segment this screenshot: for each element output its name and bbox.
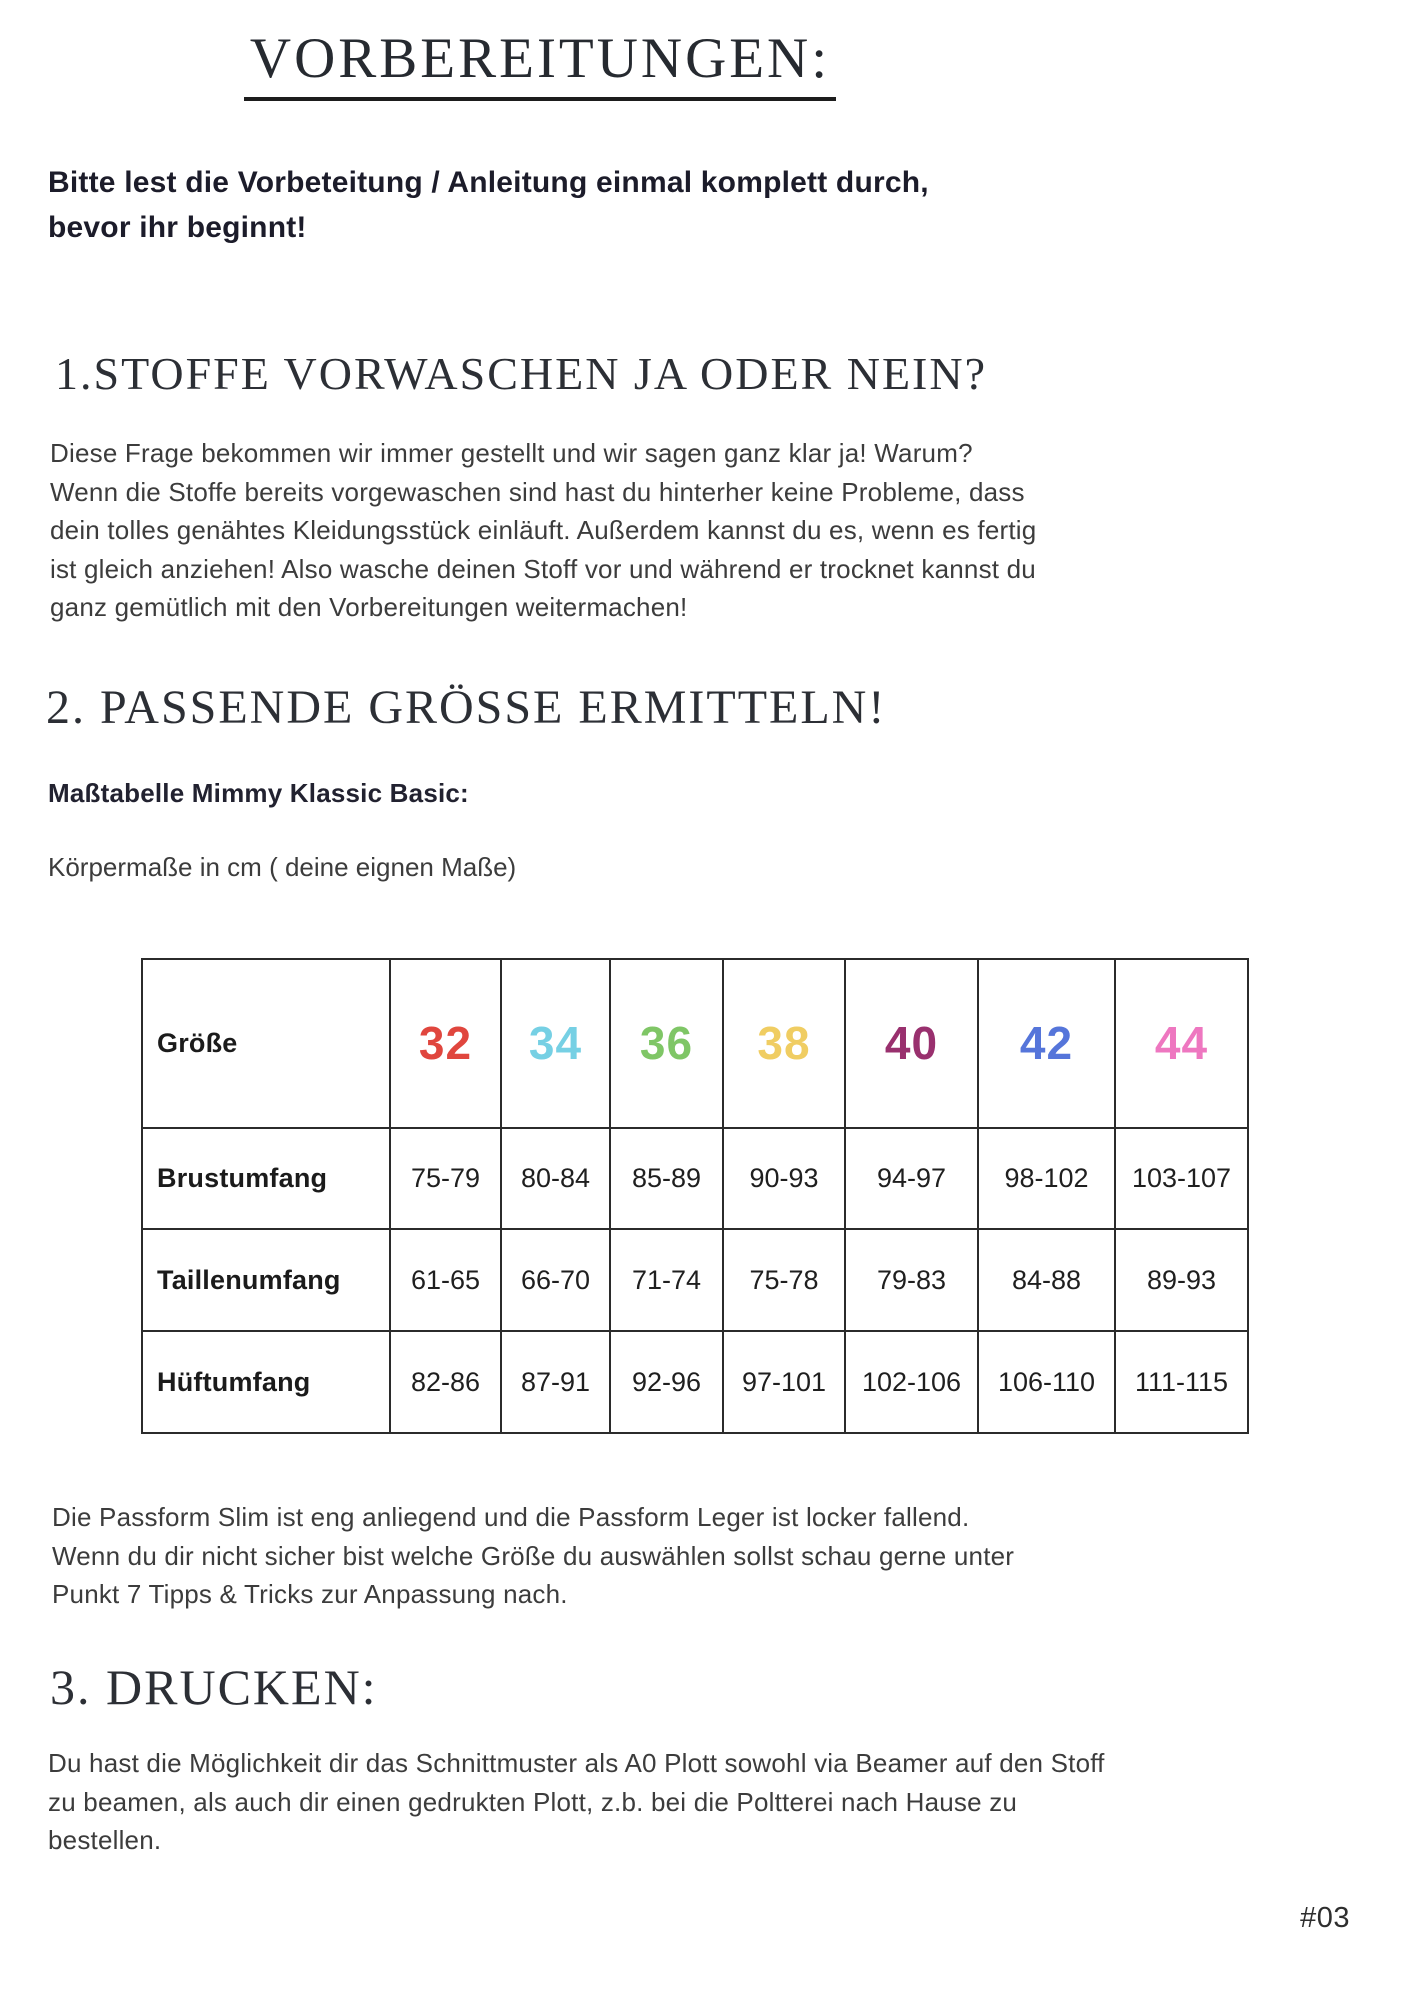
row-label-hip: Hüftumfang [141, 1330, 391, 1434]
table-cell: 98-102 [977, 1126, 1116, 1231]
size-chart-table: Größe 32 34 36 38 40 42 44 Brustumfang 7… [141, 958, 1249, 1434]
table-cell: 85-89 [609, 1126, 724, 1231]
row-label-waist: Taillenumfang [141, 1228, 391, 1333]
table-row: Brustumfang 75-79 80-84 85-89 90-93 94-9… [141, 1126, 1249, 1231]
page-number: #03 [1300, 1902, 1350, 1934]
size-34: 34 [500, 958, 611, 1129]
table-cell: 66-70 [500, 1228, 611, 1333]
section-3-paragraph: Du hast die Möglichkeit dir das Schnittm… [48, 1748, 1105, 1855]
table-cell: 75-79 [389, 1126, 502, 1231]
table-cell: 80-84 [500, 1126, 611, 1231]
size-32: 32 [389, 958, 502, 1129]
table-cell: 89-93 [1114, 1228, 1249, 1333]
table-row: Hüftumfang 82-86 87-91 92-96 97-101 102-… [141, 1330, 1249, 1434]
table-header-row: Größe 32 34 36 38 40 42 44 [141, 958, 1249, 1129]
table-cell: 90-93 [722, 1126, 846, 1231]
table-cell: 103-107 [1114, 1126, 1249, 1231]
section-2-heading: 2. PASSENDE GRÖSSE ERMITTELN! [46, 681, 887, 734]
table-cell: 82-86 [389, 1330, 502, 1434]
table-cell: 97-101 [722, 1330, 846, 1434]
table-cell: 84-88 [977, 1228, 1116, 1333]
size-40: 40 [844, 958, 979, 1129]
page-title: VORBEREITUNGEN: [243, 26, 837, 101]
section-1-heading: 1.STOFFE VORWASCHEN JA ODER NEIN? [55, 348, 988, 399]
section-1-paragraph: Diese Frage bekommen wir immer gestellt … [50, 438, 1037, 622]
fit-note-paragraph: Die Passform Slim ist eng anliegend und … [52, 1502, 1015, 1609]
row-label-bust: Brustumfang [141, 1126, 391, 1231]
table-cell: 61-65 [389, 1228, 502, 1333]
table-cell: 111-115 [1114, 1330, 1249, 1434]
table-cell: 71-74 [609, 1228, 724, 1333]
size-42: 42 [977, 958, 1116, 1129]
table-cell: 87-91 [500, 1330, 611, 1434]
size-38: 38 [722, 958, 846, 1129]
size-44: 44 [1114, 958, 1249, 1129]
table-cell: 79-83 [844, 1228, 979, 1333]
table-cell: 75-78 [722, 1228, 846, 1333]
size-36: 36 [609, 958, 724, 1129]
section-3-heading: 3. DRUCKEN: [50, 1659, 378, 1715]
intro-note: Bitte lest die Vorbeteitung / Anleitung … [48, 166, 929, 244]
table-cell: 92-96 [609, 1330, 724, 1434]
page-title-container: VORBEREITUNGEN: [0, 26, 1080, 101]
table-cell: 102-106 [844, 1330, 979, 1434]
table-cell: 106-110 [977, 1330, 1116, 1434]
table-row: Taillenumfang 61-65 66-70 71-74 75-78 79… [141, 1228, 1249, 1333]
table-cell: 94-97 [844, 1126, 979, 1231]
size-header-label: Größe [141, 958, 391, 1129]
size-chart-label: Maßtabelle Mimmy Klassic Basic: [48, 778, 469, 808]
body-measurements-note: Körpermaße in cm ( deine eignen Maße) [48, 852, 517, 882]
